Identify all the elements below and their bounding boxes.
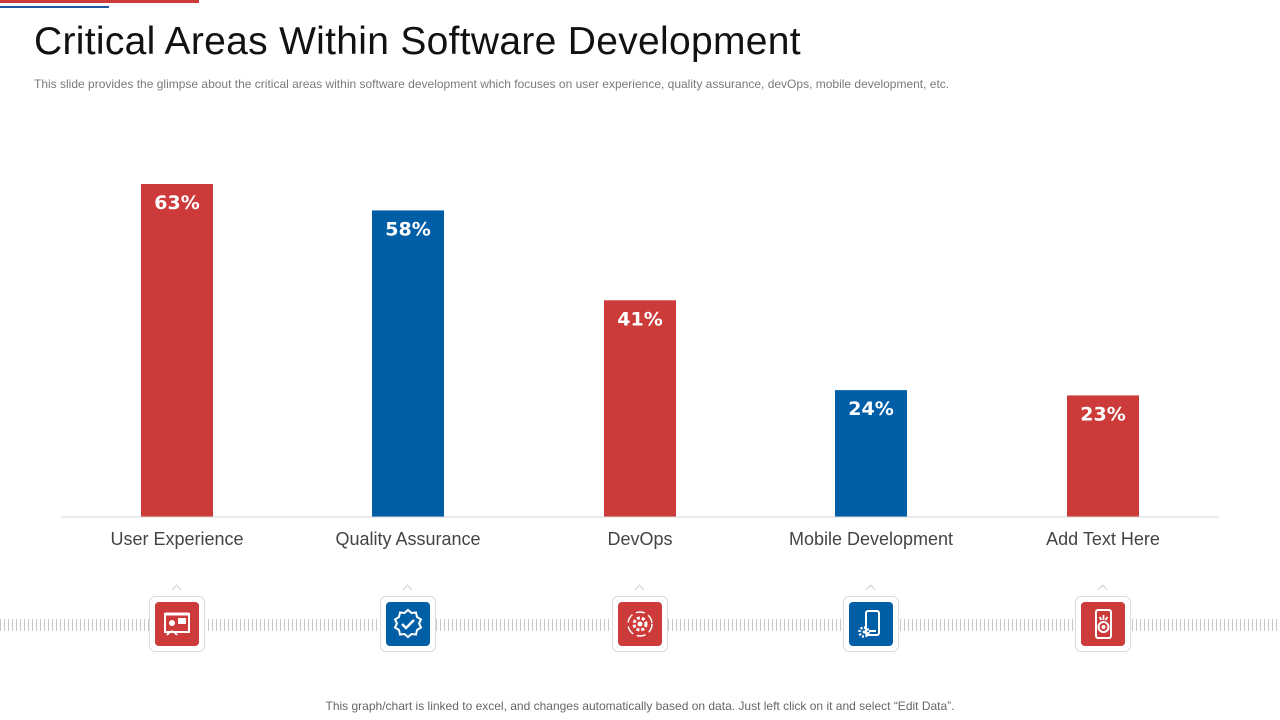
page-title: Critical Areas Within Software Developme… [34,20,801,63]
icon-frame [612,596,668,652]
accent-bar-red [0,0,199,3]
bar-value-label-3: 24% [848,398,893,420]
icon-frame [843,596,899,652]
mobile-target-icon [1081,602,1125,646]
icon-slot-2 [612,584,670,664]
accent-bar-blue [0,6,109,8]
up-caret-icon [634,584,645,595]
bar-3[interactable] [835,390,907,517]
icon-slot-4 [1075,584,1133,664]
mobile-gear-icon [849,602,893,646]
up-caret-icon [865,584,876,595]
bar-chart[interactable]: 63% 58% 41% 24% 23% User Experience Quality A… [0,0,1280,560]
icon-frame [380,596,436,652]
up-caret-icon [171,584,182,595]
page-subtitle: This slide provides the glimpse about th… [34,77,950,91]
bar-value-label-4: 23% [1080,403,1125,425]
category-label-0: User Experience [110,529,243,549]
bar-group: 63% 58% 41% 24% 23% [141,184,1139,517]
bar-0[interactable] [141,184,213,517]
up-caret-icon [1097,584,1108,595]
icon-slot-1 [380,584,438,664]
icon-slot-0 [149,584,207,664]
category-label-group: User Experience Quality Assurance DevOps Mo… [110,529,1159,549]
bar-2[interactable] [604,300,676,517]
devops-gear-cycle-icon [618,602,662,646]
category-label-1: Quality Assurance [335,529,480,549]
up-caret-icon [402,584,413,595]
bar-1[interactable] [372,210,444,517]
bar-value-label-2: 41% [617,308,662,330]
bar-value-label-0: 63% [154,192,199,214]
icon-frame [149,596,205,652]
icon-frame [1075,596,1131,652]
bar-4[interactable] [1067,395,1139,517]
category-label-4: Add Text Here [1046,529,1160,549]
quality-badge-check-icon [386,602,430,646]
icon-slot-3 [843,584,901,664]
bar-value-label-1: 58% [385,218,430,240]
category-label-2: DevOps [607,529,672,549]
footer-note: This graph/chart is linked to excel, and… [325,699,955,713]
user-experience-presentation-icon [155,602,199,646]
category-label-3: Mobile Development [789,529,953,549]
